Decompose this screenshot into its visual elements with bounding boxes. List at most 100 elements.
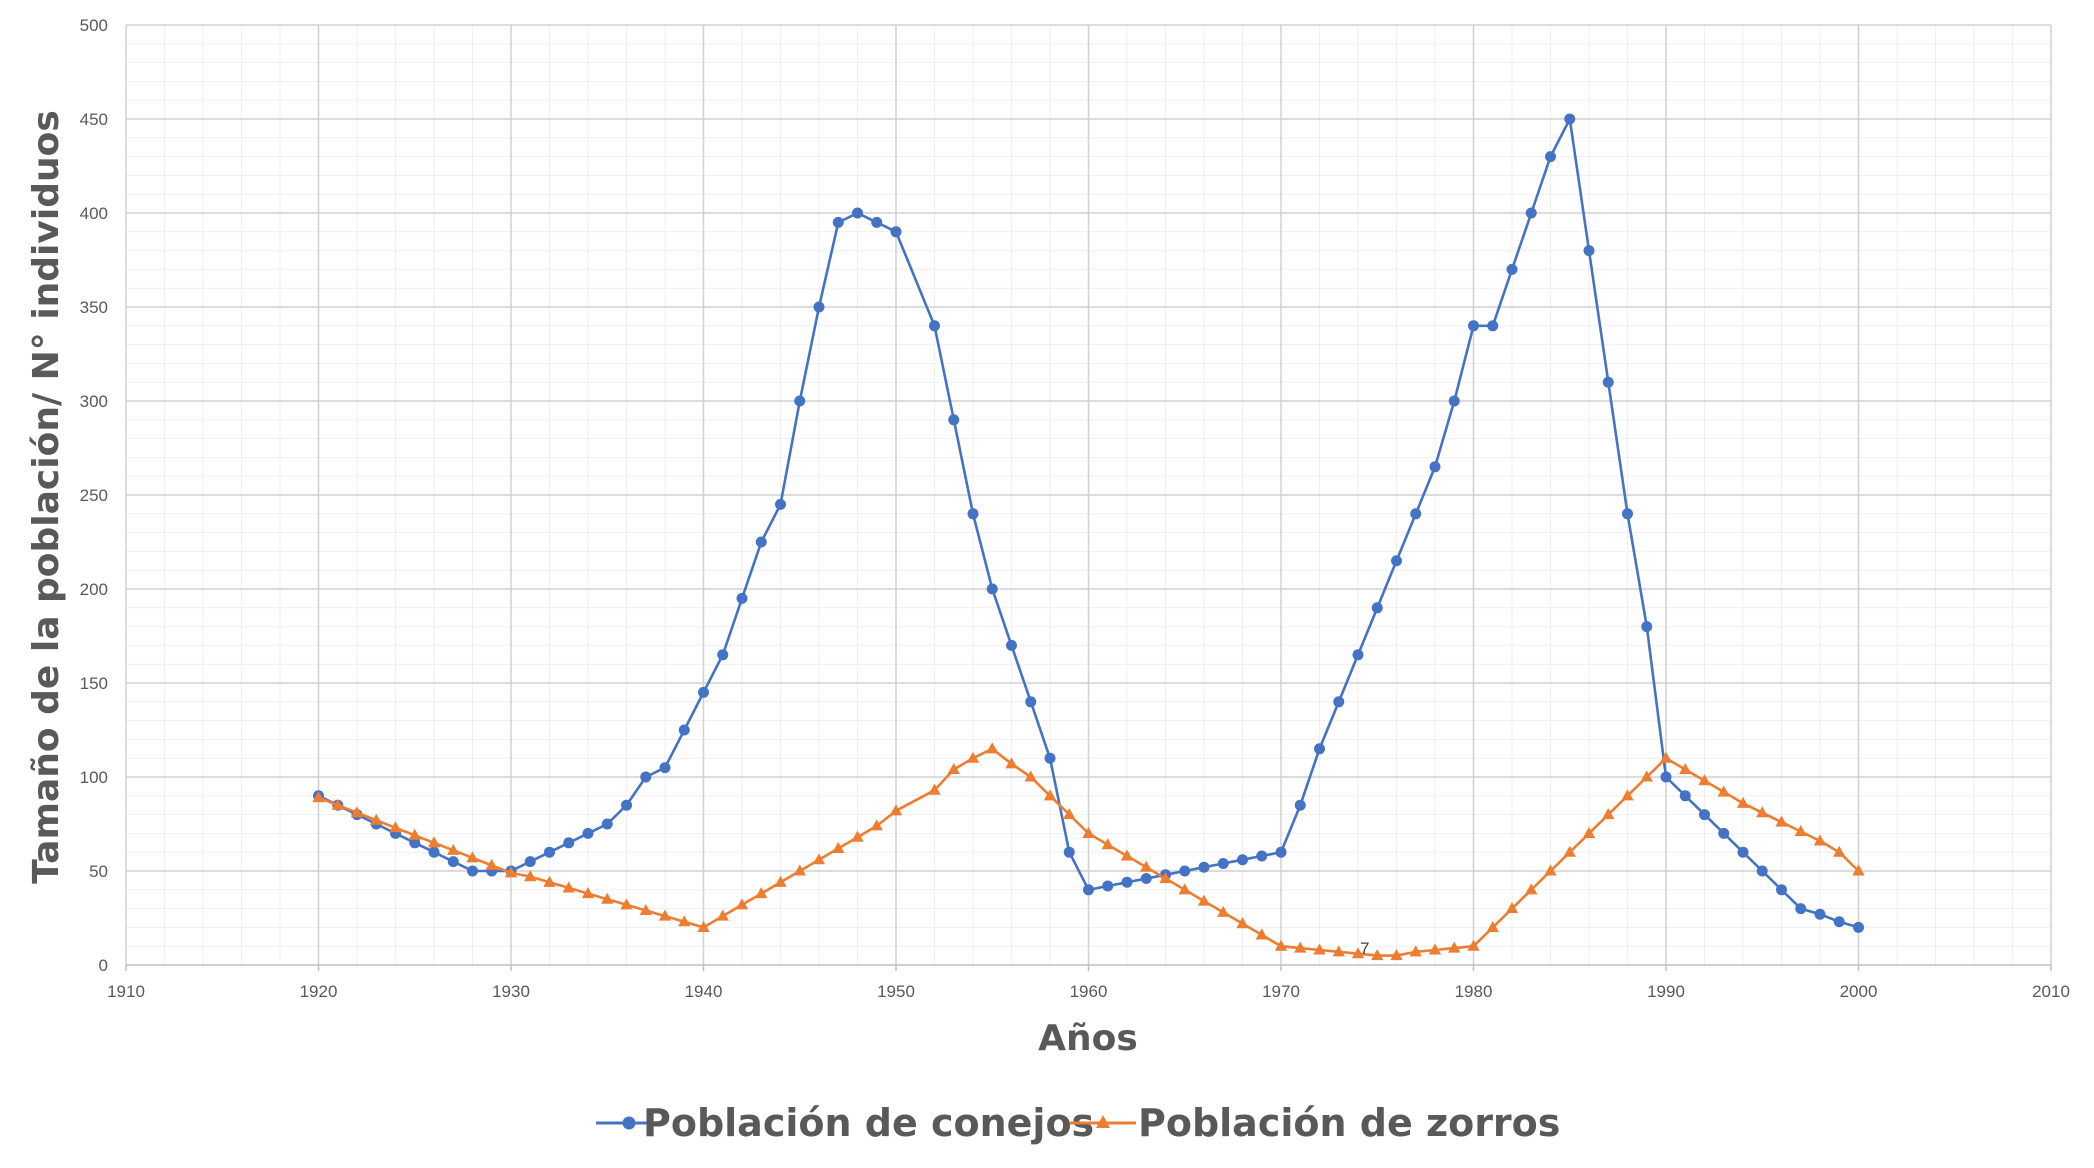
data-point: [1833, 845, 1846, 857]
data-point: [1564, 113, 1576, 125]
data-point: [1371, 949, 1384, 961]
data-point: [1736, 796, 1750, 808]
data-point: [524, 856, 536, 868]
data-point: [1468, 320, 1479, 332]
data-point: [1429, 461, 1441, 473]
data-point: [1659, 751, 1673, 763]
data-point: [467, 865, 478, 877]
data-point: [1256, 850, 1268, 862]
data-point: [1178, 883, 1191, 895]
y-tick-label: 450: [80, 110, 108, 129]
legend-label-foxes: Población de zorros: [1138, 1101, 1560, 1145]
data-point: [1583, 245, 1595, 257]
data-point: [659, 762, 671, 774]
data-point: [1217, 857, 1229, 869]
y-tick-label: 500: [80, 16, 108, 35]
data-point: [563, 837, 575, 849]
data-point: [1698, 774, 1711, 786]
data-point: [890, 226, 902, 238]
major-gridlines: [125, 24, 2052, 965]
y-tick-label: 400: [80, 204, 108, 223]
data-point: [1448, 941, 1461, 953]
data-point: [1813, 834, 1827, 846]
data-point: [601, 818, 613, 830]
data-point: [447, 856, 459, 868]
data-point: [1255, 928, 1268, 940]
data-point: [1467, 939, 1480, 951]
legend: Población de conejos Población de zorros: [596, 1101, 1560, 1145]
data-point: [775, 498, 786, 510]
data-point: [428, 846, 440, 858]
y-tick-label: 0: [99, 956, 108, 975]
data-point: [1622, 508, 1633, 520]
data-point: [1795, 903, 1807, 915]
data-point: [1140, 873, 1152, 885]
data-point: [601, 892, 614, 904]
data-label: 7: [1360, 939, 1369, 958]
data-point: [504, 866, 518, 878]
data-point: [485, 858, 498, 870]
data-point: [793, 864, 806, 876]
y-tick-label: 350: [80, 298, 108, 317]
data-point: [1756, 865, 1768, 877]
data-point: [620, 898, 633, 910]
data-point: [1391, 555, 1402, 567]
legend-item-rabbits: Población de conejos: [596, 1101, 1094, 1145]
data-point: [889, 804, 903, 816]
data-point: [1024, 770, 1037, 782]
x-tick-label: 1940: [685, 982, 723, 1001]
data-point: [1198, 861, 1210, 873]
data-point: [717, 649, 729, 661]
data-point: [1428, 943, 1442, 955]
data-point: [1314, 743, 1325, 755]
data-point: [1390, 949, 1403, 961]
data-point: [1409, 945, 1422, 957]
data-point: [1776, 884, 1787, 896]
x-tick-label: 1950: [877, 982, 915, 1001]
data-point: [1717, 785, 1730, 797]
data-point: [1448, 395, 1460, 407]
x-tick-label: 1980: [1455, 982, 1493, 1001]
x-tick-label: 1920: [300, 982, 338, 1001]
y-tick-label: 100: [80, 768, 108, 787]
data-point: [350, 806, 364, 818]
data-point: [1063, 846, 1075, 858]
data-point: [1005, 757, 1018, 769]
data-point: [947, 762, 960, 775]
data-point: [1006, 639, 1017, 651]
data-point: [986, 583, 998, 595]
x-tick-label: 1990: [1647, 982, 1685, 1001]
data-point: [1371, 602, 1383, 614]
data-point: [1025, 696, 1037, 708]
series-foxes: [312, 742, 1865, 961]
data-point: [813, 301, 825, 313]
data-point: [1621, 789, 1634, 801]
legend-marker-rabbits: [622, 1116, 636, 1130]
data-point: [1294, 941, 1307, 953]
data-point: [986, 742, 999, 754]
x-tick-label: 2000: [1840, 982, 1878, 1001]
y-axis-title: Tamaño de la población/ N° individuos: [26, 110, 67, 884]
y-tick-label: 250: [80, 486, 108, 505]
data-point: [1236, 917, 1249, 929]
y-axis-ticks: 0 50 100 150 200 250 300 350 400 450 500: [80, 16, 108, 975]
data-point: [1044, 752, 1056, 764]
data-point: [1853, 921, 1864, 933]
data-point: [1082, 826, 1095, 838]
data-point: [640, 771, 652, 783]
data-point: [1102, 880, 1114, 892]
data-point: [1640, 770, 1653, 782]
data-point: [1775, 815, 1788, 827]
data-point: [621, 799, 632, 811]
data-point: [1043, 789, 1057, 801]
legend-item-foxes: Población de zorros: [1070, 1101, 1560, 1145]
data-point: [658, 909, 672, 921]
y-tick-label: 200: [80, 580, 108, 599]
y-tick-label: 50: [89, 862, 108, 881]
data-point: [1525, 883, 1538, 895]
data-point: [1582, 826, 1596, 838]
data-point: [852, 207, 863, 219]
y-tick-label: 300: [80, 392, 108, 411]
data-point: [1660, 771, 1672, 783]
